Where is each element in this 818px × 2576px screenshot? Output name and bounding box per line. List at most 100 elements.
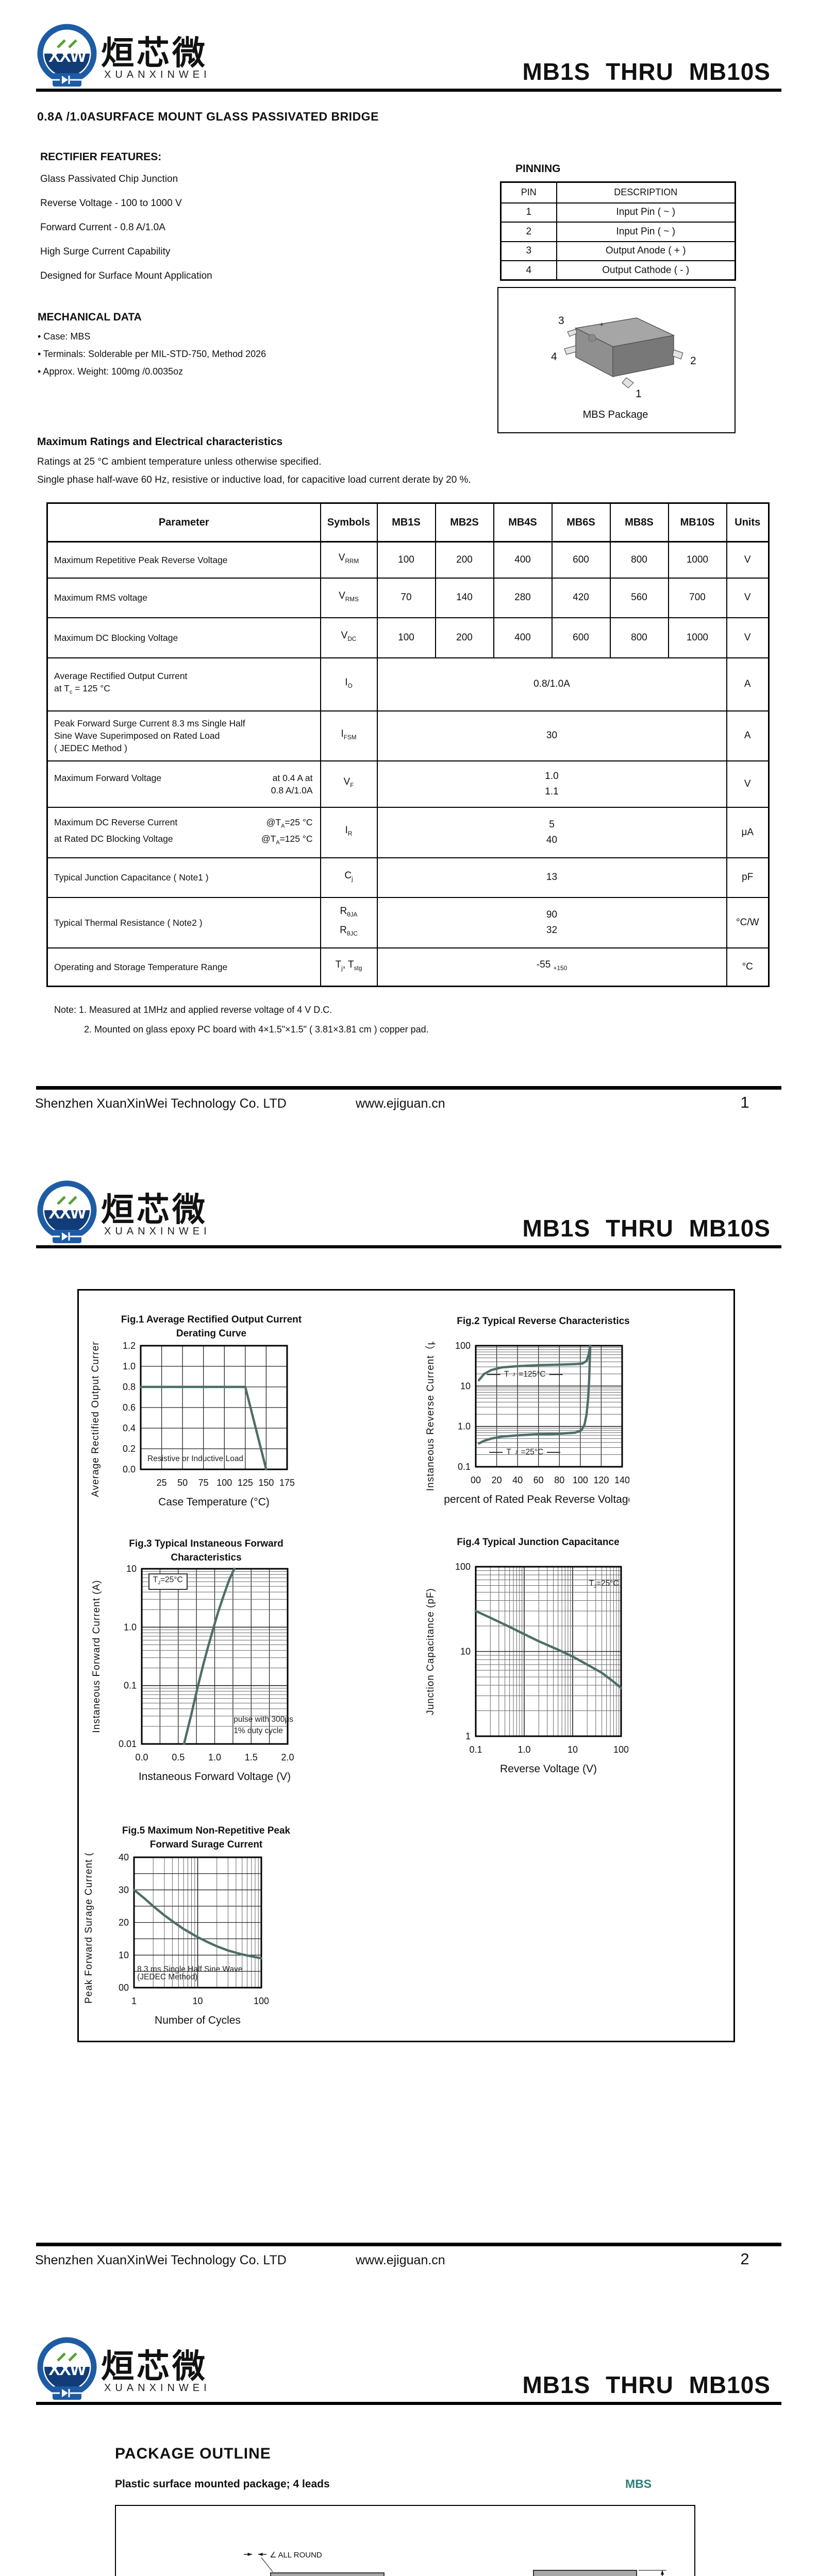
unit-cell: A xyxy=(726,710,770,761)
svg-text:Number of Cycles: Number of Cycles xyxy=(155,2014,241,2026)
ratings-col-header: MB6S xyxy=(551,502,611,543)
fig4-title: Fig.4 Typical Junction Capacitance xyxy=(457,1537,620,1548)
note-1: Note: 1. Measured at 1MHz and applied re… xyxy=(54,1005,332,1015)
ratings-subtitle-2: Single phase half-wave 60 Hz, resistive … xyxy=(37,474,471,485)
parameter-cell: Maximum RMS voltage xyxy=(46,577,321,618)
svg-text:20: 20 xyxy=(492,1475,502,1485)
fig2-chart: 0.1 1.0 10 100 00 20 40 60 80 100 120 140 percent of… xyxy=(414,1321,654,1516)
unit-cell: °C/W xyxy=(726,896,770,948)
package-side-view-drawing: ∠ALL ROUND a c L L1 xyxy=(244,2551,385,2576)
mechanical-data-title: MECHANICAL DATA xyxy=(38,311,142,323)
svg-text:120: 120 xyxy=(593,1475,609,1485)
symbol-cell: VDC xyxy=(320,617,378,658)
unit-cell: pF xyxy=(726,857,770,898)
svg-text:0.01: 0.01 xyxy=(119,1739,137,1749)
mbs-package-figure: + 3 4 2 1 MBS Package xyxy=(497,287,736,433)
value-cell: 600 xyxy=(551,541,611,579)
symbol-cell: Tj, Tstg xyxy=(320,947,378,987)
symbol-cell: IFSM xyxy=(320,710,378,761)
footer-website: www.ejiguan.cn xyxy=(356,2253,445,2267)
svg-text:0.1: 0.1 xyxy=(458,1462,471,1472)
value-cell: -55 +150 xyxy=(376,947,727,987)
svg-text:100: 100 xyxy=(216,1478,232,1488)
svg-text:0.5: 0.5 xyxy=(172,1752,185,1762)
pinning-title: PINNING xyxy=(515,163,561,175)
fig3-title: Fig.3 Typical Instaneous Forward Characte… xyxy=(129,1538,283,1563)
figures-box xyxy=(77,1289,735,2042)
svg-text:3: 3 xyxy=(558,315,564,327)
ratings-col-header: MB8S xyxy=(609,502,669,543)
svg-text:0.6: 0.6 xyxy=(123,1402,136,1413)
feature-item: High Surge Current Capability xyxy=(40,246,171,257)
svg-text:percent of Rated Peak Reverse: percent of Rated Peak Reverse Voltage (%… xyxy=(444,1494,629,1505)
ratings-row: Maximum Forward Voltage at 0.4 A at 0.8 A/… xyxy=(46,760,770,808)
ratings-title: Maximum Ratings and Electrical character… xyxy=(37,436,283,448)
note-2: 2. Mounted on glass epoxy PC board with … xyxy=(84,1024,429,1035)
svg-text:0.2: 0.2 xyxy=(123,1444,136,1454)
pin-col-header: PIN xyxy=(500,181,557,204)
svg-text:Instaneous Forward Voltage (V): Instaneous Forward Voltage (V) xyxy=(139,1771,291,1783)
feature-item: Glass Passivated Chip Junction xyxy=(40,174,178,184)
svg-text:Average Rectified Output Curre: Average Rectified Output Current (A) xyxy=(90,1342,101,1497)
svg-text:40: 40 xyxy=(512,1475,523,1485)
fig3-annotation: TJ=25°C xyxy=(148,1573,188,1590)
footer-page-number: 2 xyxy=(740,2250,749,2268)
symbol-cell: IR xyxy=(320,806,378,858)
package-name: MBS xyxy=(625,2477,652,2490)
ratings-subtitle-1: Ratings at 25 °C ambient temperature unl… xyxy=(37,456,322,467)
svg-text:100: 100 xyxy=(455,1563,471,1572)
svg-text:1: 1 xyxy=(636,388,642,400)
svg-text:10: 10 xyxy=(460,1647,471,1657)
mbs-package-3d-drawing: + 3 4 2 1 MBS Package xyxy=(551,315,696,420)
svg-text:30: 30 xyxy=(119,1885,129,1895)
value-cell: 400 xyxy=(493,617,553,658)
fig5-title: Fig.5 Maximum Non-Repetitive Peak Forward… xyxy=(122,1825,291,1850)
ratings-row: Typical Thermal Resistance ( Note2 ) RθJA… xyxy=(46,896,770,948)
desc-col-header: DESCRIPTION xyxy=(556,181,736,204)
feature-item: Forward Current - 0.8 A/1.0A xyxy=(40,222,165,233)
svg-text:+: + xyxy=(599,320,604,329)
brand-english: XUANXINWEI xyxy=(104,69,211,80)
unit-cell: V xyxy=(726,617,770,658)
value-cell: 13 xyxy=(376,857,727,898)
ratings-col-header: MB1S xyxy=(376,502,436,543)
ratings-row: Maximum DC Reverse Current @TA=25 °C at Ra… xyxy=(46,806,770,858)
header-rule xyxy=(36,1245,781,1248)
svg-text:1.2: 1.2 xyxy=(123,1342,136,1351)
parameter-cell: Average Rectified Output Current at Tc = … xyxy=(46,657,321,711)
svg-text:1.5: 1.5 xyxy=(245,1752,258,1762)
pinning-row: 3 Output Anode ( + ) xyxy=(500,241,736,261)
svg-text:0.0: 0.0 xyxy=(123,1464,136,1475)
value-cell: 1.0 1.1 xyxy=(376,760,727,808)
unit-cell: V xyxy=(726,541,770,579)
mechanical-item: • Terminals: Solderable per MIL-STD-750,… xyxy=(38,349,266,359)
pinning-row: 4 Output Cathode ( - ) xyxy=(500,260,736,281)
svg-text:1.0: 1.0 xyxy=(208,1752,221,1762)
value-cell: 100 xyxy=(376,541,436,579)
svg-text:1: 1 xyxy=(131,1996,137,2006)
pinning-table: PIN DESCRIPTION 1 Input Pin ( ~ ) 2 Input Pin… xyxy=(500,181,736,281)
footer-rule xyxy=(36,2243,781,2246)
value-cell: 30 xyxy=(376,710,727,761)
svg-text:25: 25 xyxy=(157,1478,167,1488)
svg-text:100: 100 xyxy=(455,1342,471,1351)
pinning-table: PIN DESCRIPTION 1 Input Pin ( ~ ) 2 Input Pin… xyxy=(500,181,736,281)
parameter-cell: Maximum DC Blocking Voltage xyxy=(46,617,321,658)
svg-text:100: 100 xyxy=(613,1744,628,1755)
svg-text:Junction Capacitance (pF): Junction Capacitance (pF) xyxy=(425,1588,436,1715)
svg-text:1.0: 1.0 xyxy=(458,1421,471,1432)
svg-text:10: 10 xyxy=(460,1381,471,1391)
fig2-annotation: T J =125°C xyxy=(487,1370,563,1379)
value-cell: 280 xyxy=(493,577,553,618)
parameter-cell: Operating and Storage Temperature Range xyxy=(46,947,321,987)
value-cell: 5 40 xyxy=(376,806,727,858)
svg-text:Case Temperature (°C): Case Temperature (°C) xyxy=(158,1496,270,1508)
svg-text:MBS Package: MBS Package xyxy=(583,409,648,420)
footer-company: Shenzhen XuanXinWei Technology Co. LTD xyxy=(35,2253,287,2267)
svg-text:Peak Forward Surage Current (A: Peak Forward Surage Current (A) xyxy=(84,1853,94,2004)
ratings-table: Parameter Symbols MB1S MB2S MB4S MB6S MB8S MB10… xyxy=(46,502,770,987)
footer-company: Shenzhen XuanXinWei Technology Co. LTD xyxy=(35,1096,287,1111)
fig3-annotation: pulse with 300μs xyxy=(233,1715,294,1724)
value-cell: 70 xyxy=(376,577,436,618)
